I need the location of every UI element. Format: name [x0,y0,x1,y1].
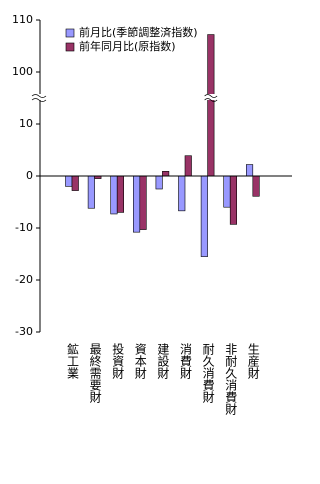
bar [116,175,124,213]
y-tick-label: 10 [19,117,33,130]
y-tick-label: 110 [12,13,33,26]
bar [162,171,170,177]
bar [71,175,79,191]
bar [246,164,254,177]
x-tick-label: 建設財 [156,343,170,379]
bar [133,175,141,233]
x-tick-label: 鉱工業 [66,342,80,379]
axis-break [204,94,218,98]
bar [252,175,260,197]
axis-break [31,98,47,102]
legend-label: 前月比(季節調整済指数) [79,25,198,39]
legend-swatch [65,28,75,38]
bar [223,175,231,208]
bar [207,34,215,177]
bar [110,175,118,215]
bar [139,175,147,230]
axis-break [204,98,218,102]
y-tick-label: 100 [12,65,33,78]
y-tick-label: -30 [15,325,33,338]
legend-label: 前年同月比(原指数) [79,39,176,53]
axis-break [204,94,218,100]
x-tick-label: 非耐久消費財 [224,343,238,415]
bar [87,175,95,209]
x-tick-label: 最終需要財 [88,343,102,403]
y-tick-label: 0 [26,169,33,182]
legend-swatch [65,42,75,52]
x-tick-label: 耐久消費財 [201,343,215,403]
axis-break [31,94,47,98]
y-tick-label: -10 [15,221,33,234]
bar [178,175,186,212]
bar [229,175,237,225]
x-tick-label: 生産財 [246,343,260,379]
x-tick-label: 資本財 [133,343,147,379]
bar [65,175,73,187]
x-tick-label: 投資財 [111,342,125,379]
bar [155,175,163,190]
y-tick-label: -20 [15,273,33,286]
bar [200,175,208,257]
chart: -30 -20 -10 0 10 100 110 鉱工業 最終需要財 投資財 資本財 建設財 消費財 耐久… [12,13,292,415]
axis-break [32,94,46,100]
x-tick-label: 消費財 [179,343,193,379]
bar [184,155,192,177]
